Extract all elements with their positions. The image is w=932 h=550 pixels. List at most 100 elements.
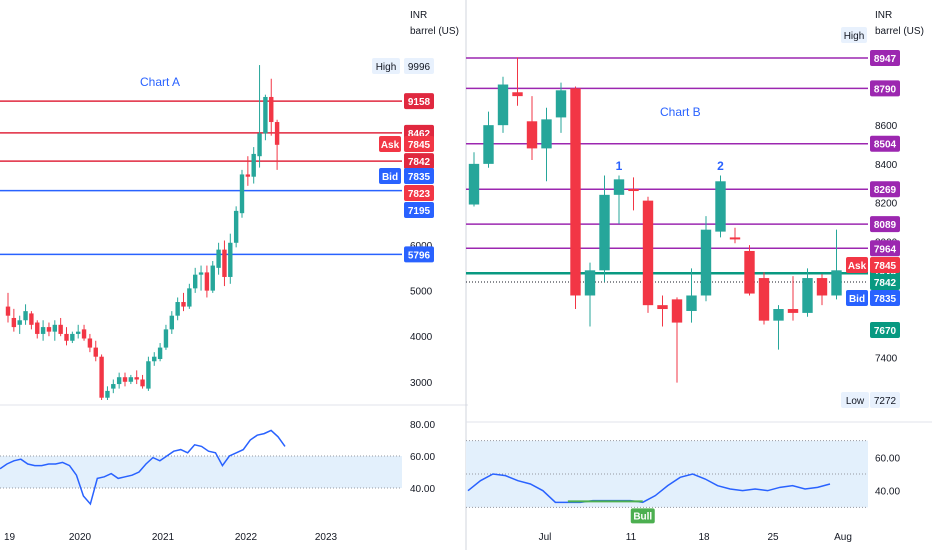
chart-a-level-tag: 5796 xyxy=(408,250,431,261)
chart-a-bid-label: Bid xyxy=(382,172,398,183)
chart-b-bid-value-bg xyxy=(870,290,900,306)
chart-a-high-label-bg xyxy=(372,58,400,74)
chart-b-rsi-band xyxy=(466,440,868,508)
chart-a-last-value-bg xyxy=(404,185,434,201)
chart-a-candle-body xyxy=(111,384,116,389)
chart-a-candle-body xyxy=(152,356,157,362)
chart-a-candle-body xyxy=(11,317,17,328)
chart-a-unit-bottom: barrel (US) xyxy=(410,26,459,37)
chart-a-candle-body xyxy=(210,265,215,291)
chart-b-level-tag-bg xyxy=(870,80,900,97)
chart-a-candle-body xyxy=(81,329,87,339)
chart-a-rsi-line xyxy=(0,429,286,506)
chart-a-candle-body xyxy=(157,347,163,359)
chart-b-level-tag: 8269 xyxy=(874,185,897,196)
chart-a-candle-body xyxy=(216,249,221,268)
chart-a-candle-body xyxy=(52,324,57,332)
chart-a-unit-top: INR xyxy=(410,10,427,21)
chart-a-price-tags: High 9996 9158 8462 7842 5796 Ask 7845 Bid 7835 78… xyxy=(372,58,434,263)
chart-b-bid-value: 7835 xyxy=(874,294,897,305)
chart-a-candle-body xyxy=(251,153,256,177)
chart-b-right-tag-bg xyxy=(870,322,900,338)
chart-b-rsi-line xyxy=(467,473,831,504)
chart-a-y-tick: 3000 xyxy=(410,378,433,389)
chart-a-candle-body xyxy=(263,96,268,134)
chart-b-candle-body xyxy=(541,119,552,149)
chart-a-candles xyxy=(5,65,280,400)
chart-a-candle-body xyxy=(193,274,198,289)
chart-a-candle-body xyxy=(175,302,180,316)
chart-a-candle-body xyxy=(198,272,204,275)
chart-a-level-tag-bg xyxy=(404,202,434,218)
chart-b-low-label-bg xyxy=(841,392,869,408)
chart-b-candle-body xyxy=(555,90,567,118)
chart-b-candle-body xyxy=(483,125,494,164)
chart-b-level-tag-bg xyxy=(870,50,900,66)
chart-a-candle-body xyxy=(169,315,174,330)
chart-a-candle-body xyxy=(222,249,227,277)
chart-b-candle-body xyxy=(599,194,610,271)
chart-a-candle-body xyxy=(87,338,93,348)
chart-a-panel[interactable]: Chart A INR barrel (US) 6000500040003000… xyxy=(0,10,468,543)
chart-b-candle-body xyxy=(787,309,799,313)
chart-b-candle-body xyxy=(729,237,741,240)
chart-b-y-tick: 8600 xyxy=(875,121,898,132)
chart-b-ask-label-bg xyxy=(846,257,868,273)
chart-a-rsi-band xyxy=(0,455,402,489)
chart-b-y-tick: 7400 xyxy=(875,353,898,364)
chart-a-candle-body xyxy=(99,356,104,398)
chart-a-candle-body xyxy=(58,324,63,334)
chart-b-rsi-tick: 60.00 xyxy=(875,453,900,464)
chart-a-candle-body xyxy=(187,288,192,307)
chart-a-candle-body xyxy=(46,327,52,332)
chart-b-x-axis: Jul 11 18 25 Aug xyxy=(539,532,852,543)
chart-b-candle-body xyxy=(613,179,625,195)
chart-a-bid-value-bg xyxy=(404,168,434,184)
chart-a-rsi-tick: 60.00 xyxy=(410,452,435,463)
chart-b-candle-body xyxy=(512,92,523,97)
chart-a-ask-value: 7845 xyxy=(408,140,431,151)
chart-b-x-tick: 18 xyxy=(698,532,710,543)
chart-a-candle-body xyxy=(35,322,40,334)
chart-b-rsi: Bull xyxy=(467,473,831,524)
chart-a-candle-body xyxy=(146,361,151,389)
chart-a-candle-body xyxy=(181,302,186,307)
chart-a-candle-body xyxy=(128,377,134,382)
chart-b-bid-label: Bid xyxy=(849,294,865,305)
chart-a-candle-body xyxy=(228,242,233,277)
chart-a-rsi-tick: 80.00 xyxy=(410,420,435,431)
chart-a-candle-body xyxy=(245,174,251,177)
chart-b-candle-body xyxy=(700,229,712,296)
chart-a-candle-body xyxy=(233,210,239,243)
chart-a-y-tick: 5000 xyxy=(410,287,433,298)
chart-a-x-axis: 19 2020 2021 2022 2023 xyxy=(4,532,338,543)
chart-b-high-label-bg xyxy=(841,27,867,43)
chart-b-y-tick: 8400 xyxy=(875,160,898,171)
chart-b-title: Chart B xyxy=(660,105,701,119)
chart-a-ask-label-bg xyxy=(379,136,401,152)
chart-a-level-tag: 8462 xyxy=(408,129,431,140)
chart-b-annotation: 1 xyxy=(616,159,623,173)
chart-b-candle-body xyxy=(497,84,509,126)
chart-b-low-value-bg xyxy=(870,392,900,408)
chart-b-y-tick: 8200 xyxy=(875,199,898,210)
chart-b-levels xyxy=(466,57,868,283)
chart-a-candle-body xyxy=(239,174,245,214)
chart-a-y-tick: 4000 xyxy=(410,332,433,343)
chart-b-low-value: 7272 xyxy=(874,396,897,407)
chart-b-price-tags: High 8947 8790 8504 8269 8089 7964 7835 Ask 7845 7… xyxy=(841,27,900,408)
chart-b-candles xyxy=(468,57,842,383)
chart-a-candle-body xyxy=(5,306,11,316)
chart-a-candle-body xyxy=(269,96,274,123)
chart-b-candle-body xyxy=(715,181,726,232)
chart-a-high-value: 9996 xyxy=(408,62,431,73)
chart-b-candle-body xyxy=(773,309,784,321)
chart-a-candle-body xyxy=(23,311,28,321)
chart-b-x-tick: 11 xyxy=(626,532,637,543)
chart-b-right-tag: 7842 xyxy=(874,278,897,289)
chart-a-levels xyxy=(0,100,402,256)
chart-b-level-tag: 8947 xyxy=(874,54,897,65)
chart-b-candle-body xyxy=(686,295,697,311)
